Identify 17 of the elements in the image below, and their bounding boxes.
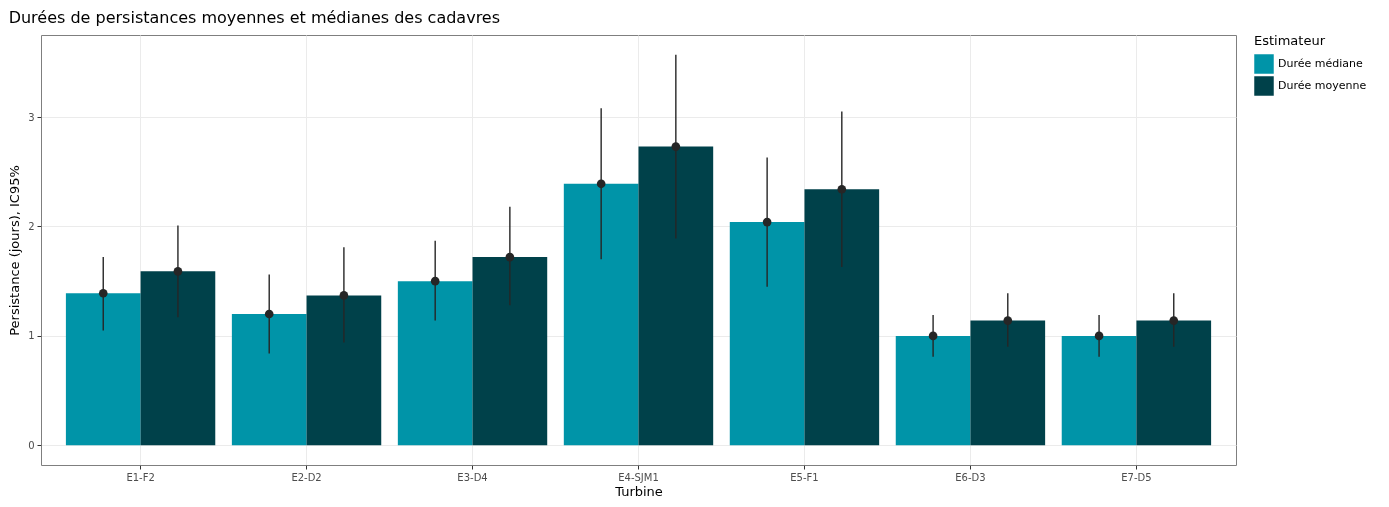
x-tick-label: E2-D2	[291, 471, 322, 483]
y-tick-label: 0	[28, 439, 35, 451]
x-tick-label: E4-SJM1	[618, 471, 659, 483]
y-tick-label: 2	[28, 220, 35, 232]
x-tick-label: E7-D5	[1121, 471, 1152, 483]
y-tick-label: 1	[28, 330, 35, 342]
chart-title: Durées de persistances moyennes et médianes des cadavres	[8, 8, 501, 27]
x-tick-label: E6-D3	[955, 471, 986, 483]
legend-label: Durée moyenne	[1278, 79, 1367, 92]
x-tick-label: E1-F2	[126, 471, 155, 483]
x-axis-title: Turbine	[614, 483, 663, 499]
legend-title: Estimateur	[1254, 33, 1326, 48]
legend-label: Durée médiane	[1278, 57, 1363, 70]
x-tick-label: E3-D4	[457, 471, 488, 483]
y-tick-label: 3	[28, 111, 35, 123]
y-axis-title: Persistance (jours), IC95%	[7, 165, 23, 336]
x-tick-label: E5-F1	[790, 471, 819, 483]
